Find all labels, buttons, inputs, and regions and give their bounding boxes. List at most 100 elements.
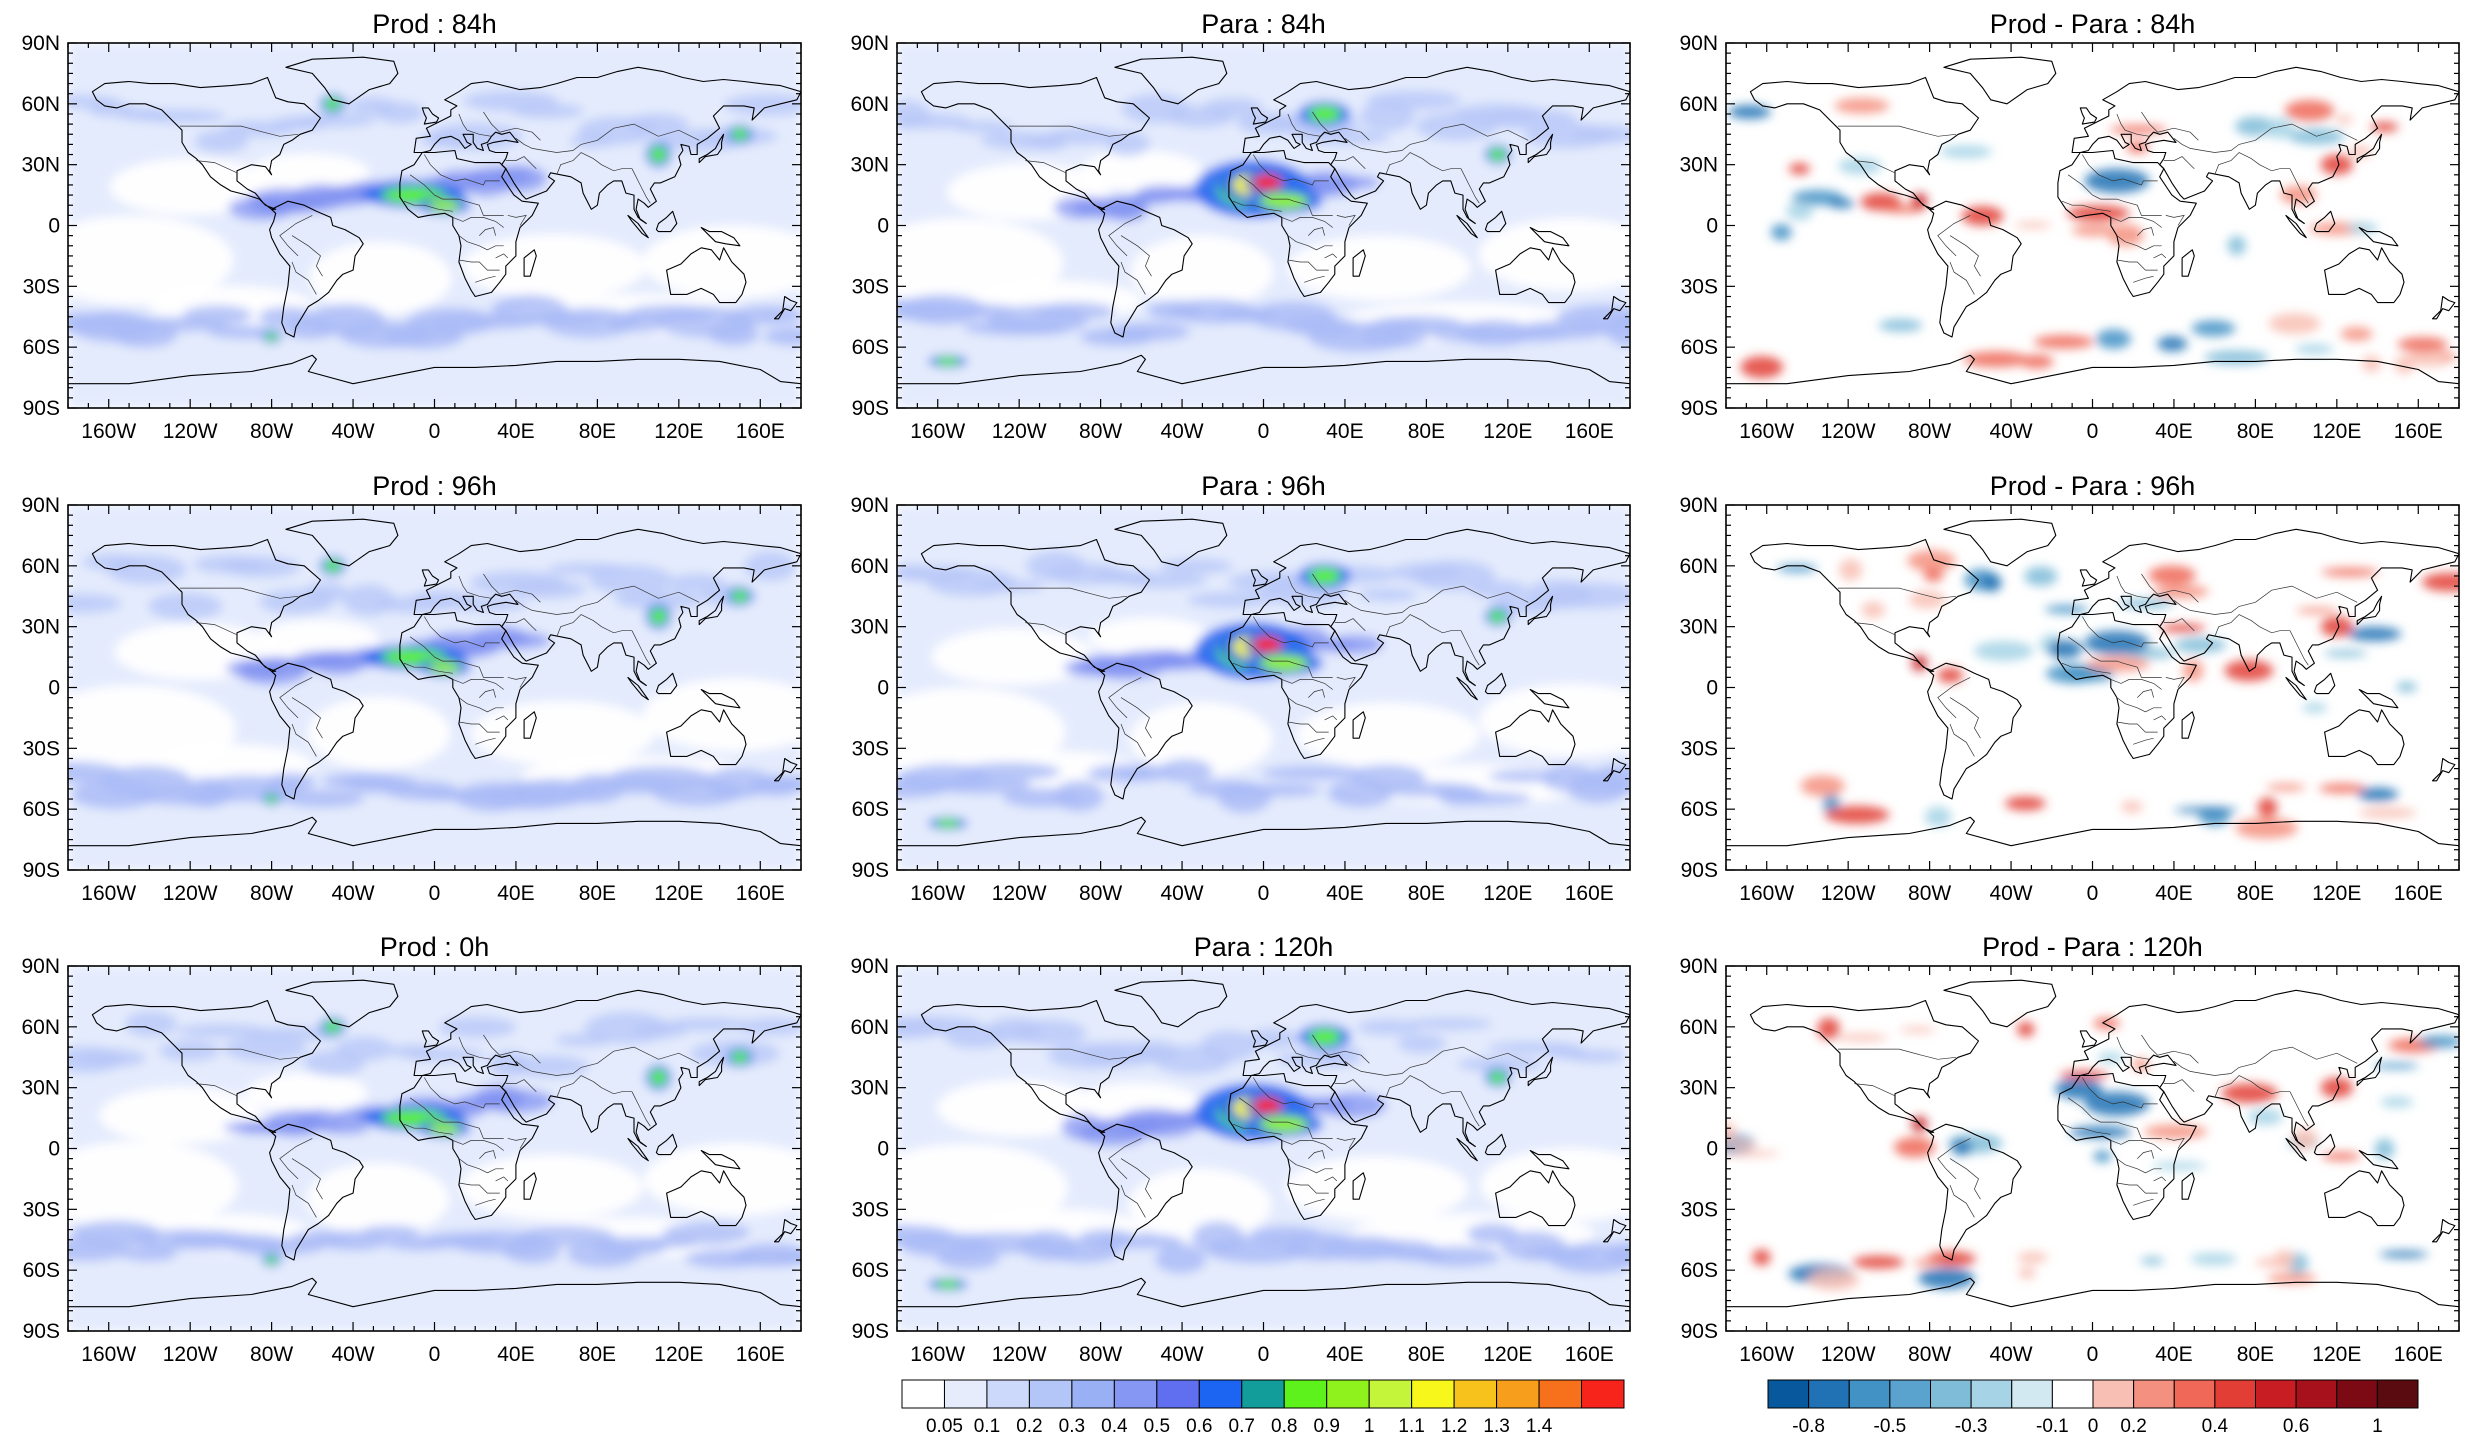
coastline-antarctica	[68, 1277, 801, 1308]
coastline-antarctica	[1726, 354, 2459, 385]
country-border	[458, 1036, 492, 1060]
country-border	[279, 1138, 313, 1180]
positive-anomaly	[2370, 121, 2399, 132]
lon-tick-label: 80E	[2237, 882, 2274, 905]
clear-region	[309, 241, 452, 315]
coastline-australia	[1495, 247, 1576, 304]
negative-anomaly	[1981, 574, 2002, 592]
colorbar-label: 1.2	[1441, 1416, 1467, 1437]
coastline-africa	[1228, 149, 1368, 298]
coastline-newzealand	[1602, 295, 1627, 320]
storm-track-band	[1566, 1049, 1627, 1063]
negative-anomaly	[2140, 1256, 2164, 1265]
storm-track-band	[147, 592, 223, 621]
country-border	[1025, 622, 1067, 636]
coastline-indonesia2	[655, 672, 678, 695]
country-border	[1344, 585, 1529, 615]
country-border	[1385, 1075, 1461, 1098]
storm-track-band	[589, 564, 673, 596]
country-border	[1281, 1140, 1333, 1151]
lat-tick-label: 90S	[852, 859, 889, 882]
country-border	[291, 697, 323, 739]
tick-marks	[1725, 42, 2460, 409]
lon-tick-label: 160W	[81, 1343, 136, 1366]
lon-tick-label: 120E	[2312, 420, 2361, 443]
country-border	[1854, 160, 1896, 174]
country-border	[2081, 616, 2158, 648]
positive-anomaly	[2267, 1273, 2317, 1284]
colorbar-box	[2214, 1379, 2256, 1409]
negative-anomaly	[2084, 168, 2150, 194]
positive-anomaly	[1963, 351, 2028, 368]
lon-tick-label: 40W	[1160, 420, 1203, 443]
positive-anomaly	[2318, 783, 2366, 794]
lon-tick-label: 120W	[1821, 420, 1876, 443]
country-border	[403, 1123, 453, 1135]
field-shading	[68, 966, 801, 1331]
coastline-newzealand	[2431, 1218, 2456, 1243]
negative-anomaly	[1951, 1139, 1973, 1156]
coastline-newzealand	[1602, 757, 1627, 782]
country-border	[505, 1079, 537, 1092]
coastline-newguinea	[700, 226, 741, 247]
lon-tick-label: 40E	[497, 1343, 534, 1366]
negative-anomaly	[2346, 626, 2402, 642]
coastline-madagascar	[2181, 1172, 2195, 1200]
coastline-indonesia1	[2285, 1137, 2307, 1162]
country-border	[1287, 697, 1333, 713]
country-border	[495, 715, 509, 721]
positive-anomaly	[2255, 1257, 2291, 1268]
storm-track-band	[542, 307, 639, 339]
colorbar-label: 0.7	[1229, 1416, 1255, 1437]
storm-track-band	[361, 1225, 420, 1239]
coastline-newguinea	[700, 688, 741, 709]
coastline-australia	[666, 247, 747, 304]
country-border	[2163, 1079, 2195, 1092]
lat-tick-label: 0	[1706, 1138, 1718, 1161]
positive-anomaly	[2107, 224, 2144, 247]
negative-anomaly	[1918, 1267, 1975, 1289]
lat-tick-label: 60S	[852, 1259, 889, 1282]
positive-anomaly	[2125, 141, 2150, 154]
lat-tick-label: 30N	[1679, 154, 1718, 177]
storm-track-band	[510, 102, 584, 119]
storm-track-band	[1119, 572, 1207, 589]
coastline-antarctica	[897, 1277, 1630, 1308]
lon-tick-label: 160E	[1565, 882, 1614, 905]
country-border	[1334, 618, 1366, 631]
colorbar-label: 0.3	[1059, 1416, 1085, 1437]
positive-anomaly	[2284, 99, 2335, 122]
tropical-band	[1327, 634, 1384, 655]
lon-tick-label: 120E	[654, 420, 703, 443]
storm-track-band	[1107, 322, 1191, 342]
country-border	[2153, 1176, 2167, 1182]
lon-tick-label: 80W	[1079, 1343, 1122, 1366]
country-border	[1009, 1048, 1128, 1060]
panel-title: Para : 96h	[1201, 471, 1326, 501]
colorbar-label: 1	[1364, 1416, 1375, 1437]
colorbar-box	[2295, 1379, 2338, 1409]
country-border	[1460, 630, 1480, 666]
coastline-newzealand	[2431, 757, 2456, 782]
country-border	[1336, 1137, 1356, 1149]
coastline-samerica	[1927, 662, 2022, 800]
positive-anomaly	[1808, 1269, 1860, 1291]
country-border	[1304, 737, 1325, 745]
storm-track-band	[1605, 315, 1630, 348]
coastline-eurasia	[2071, 989, 2459, 1148]
intense-core	[650, 146, 667, 163]
country-border	[180, 1048, 299, 1060]
country-border	[2116, 721, 2158, 733]
coastline-indonesia2	[1484, 210, 1507, 233]
country-border	[507, 676, 527, 688]
coastline-africa	[399, 611, 539, 760]
coastline-namerica	[920, 76, 1151, 210]
country-border	[1949, 235, 1981, 277]
lon-tick-label: 40W	[1989, 1343, 2032, 1366]
coastline-samerica	[1927, 1123, 2022, 1261]
coastline-namerica	[1749, 76, 1980, 210]
colorbar-label: 0.2	[2120, 1416, 2146, 1437]
panel-title: Para : 84h	[1201, 9, 1326, 39]
panel-title: Prod - Para : 84h	[1990, 9, 2196, 39]
country-border	[409, 1097, 504, 1139]
